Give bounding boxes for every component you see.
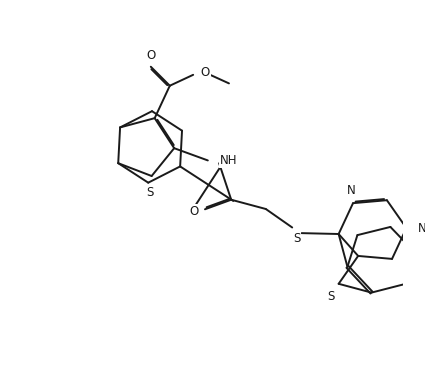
Text: NH: NH (220, 154, 237, 167)
Text: N: N (418, 222, 425, 234)
Text: S: S (327, 291, 335, 303)
Text: S: S (146, 186, 153, 199)
Text: O: O (201, 67, 210, 79)
Text: S: S (293, 232, 300, 245)
Text: N: N (347, 184, 355, 198)
Text: O: O (146, 49, 156, 62)
Text: O: O (189, 205, 198, 218)
